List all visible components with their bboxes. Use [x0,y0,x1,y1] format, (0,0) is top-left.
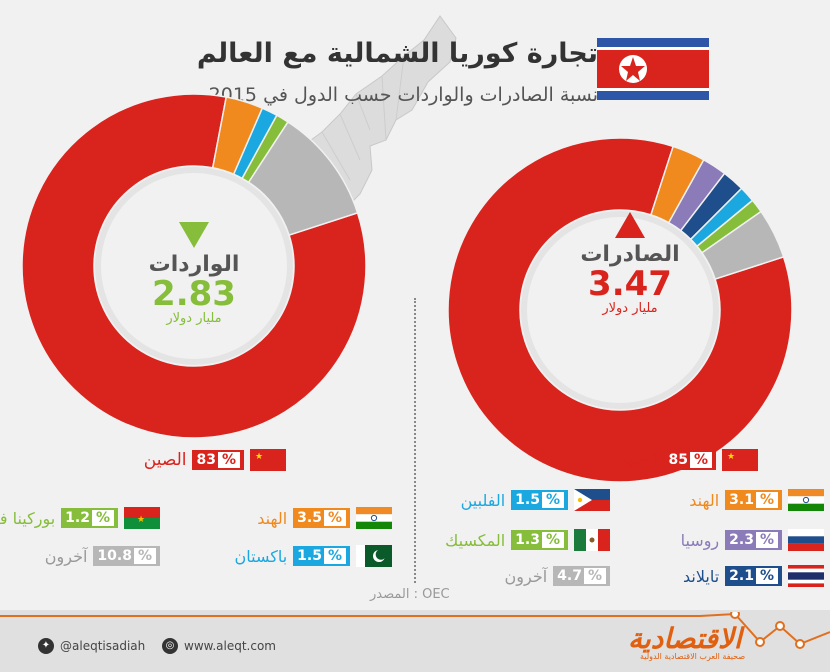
exports-legend-row: المكسيك% 1.3 [445,529,610,551]
exports-legend-row: آخرون% 4.7 [505,566,610,586]
footer [0,610,830,672]
up-triangle-icon [615,212,645,238]
legend-country-name: آخرون [504,566,548,586]
legend-percent: % 10.8 [93,546,160,566]
exports-legend-row: الهند% 3.1 [689,489,824,511]
legend-country-name: بوركينا فاسو [0,508,56,528]
imports-slice-0 [21,93,367,439]
legend-country-name: الهند [257,508,288,528]
imports-legend-row: الصين% 83 ★ [143,449,286,471]
exports-donut-hole [521,211,719,409]
legend-flag-icon: ★ [124,507,160,529]
north-korea-flag-icon [597,38,709,100]
twitter-icon: ✦ [38,638,54,654]
legend-flag-icon [574,529,610,551]
legend-flag-icon: ★ [722,449,758,471]
legend-percent: % 1.5 [293,546,350,566]
imports-center-label: الواردات 2.83 مليار دولار [124,222,264,326]
brand-logo: الاقتصادية [628,622,742,655]
svg-text:★: ★ [727,452,735,462]
brand-tagline: صحيفة العرب الاقتصادية الدولية [640,652,746,661]
legend-percent: % 3.5 [293,508,350,528]
website-link[interactable]: ◎ www.aleqt.com [162,638,276,654]
page-subtitle: نسبة الصادرات والواردات حسب الدول في 201… [208,84,598,106]
imports-legend-row: الهند% 3.5 [257,507,392,529]
legend-percent: % 2.1 [725,566,782,586]
legend-country-name: الصين [615,450,659,470]
legend-flag-icon [788,565,824,587]
exports-legend-row: تايلاند% 2.1 [682,565,824,587]
legend-flag-icon [788,489,824,511]
imports-slice-4 [247,120,359,237]
legend-flag-icon [574,489,610,511]
legend-percent: % 1.3 [511,530,568,550]
legend-country-name: تايلاند [682,566,720,586]
imports-legend-row: آخرون% 10.8 [45,546,160,566]
svg-text:★: ★ [137,515,145,525]
exports-unit: مليار دولار [602,301,658,316]
legend-country-name: روسيا [680,530,720,550]
legend-percent: % 4.7 [553,566,610,586]
legend-percent: % 1.5 [511,490,568,510]
imports-legend-row: باكستان% 1.5 [234,545,392,567]
down-triangle-icon [179,222,209,248]
exports-legend-row: الفلبين% 1.5 [460,489,610,511]
legend-country-name: باكستان [234,546,288,566]
legend-flag-icon [356,545,392,567]
exports-legend-row: روسيا% 2.3 [680,529,824,551]
legend-percent: % 2.3 [725,530,782,550]
legend-flag-icon [788,529,824,551]
legend-flag-icon [356,507,392,529]
exports-center-label: الصادرات 3.47 مليار دولار [560,212,700,316]
globe-icon: ◎ [162,638,178,654]
exports-donut-chart [447,137,793,483]
legend-percent: % 1.2 [61,508,118,528]
imports-donut-chart [21,93,367,439]
svg-text:★: ★ [255,452,263,462]
footer-trend-line [0,612,830,649]
legend-country-name: آخرون [44,546,88,566]
legend-flag-icon: ★ [250,449,286,471]
imports-legend-row: بوركينا فاسو%1.2 ★ [0,507,160,529]
exports-slice-0 [447,137,793,483]
exports-slice-6 [700,210,785,281]
exports-total: 3.47 [588,264,672,304]
imports-label: الواردات [148,252,240,277]
divider [414,298,416,583]
imports-unit: مليار دولار [166,311,222,326]
legend-country-name: الصين [143,450,187,470]
website-text: www.aleqt.com [184,639,276,653]
imports-donut-hole [95,167,293,365]
page-title: تجارة كوريا الشمالية مع العالم [196,38,598,69]
twitter-text: @aleqtisadiah [60,639,146,653]
legend-percent: % 3.1 [725,490,782,510]
imports-total: 2.83 [152,274,236,314]
twitter-handle[interactable]: ✦ @aleqtisadiah [38,638,145,654]
legend-country-name: الفلبين [460,490,506,510]
legend-country-name: المكسيك [445,530,506,550]
legend-country-name: الهند [689,490,720,510]
legend-percent: % 85 [664,450,716,470]
exports-label: الصادرات [580,242,680,267]
exports-legend-row: الصين% 85 ★ [615,449,758,471]
source-note: المصدر : OEC [370,587,450,602]
legend-percent: % 83 [192,450,244,470]
